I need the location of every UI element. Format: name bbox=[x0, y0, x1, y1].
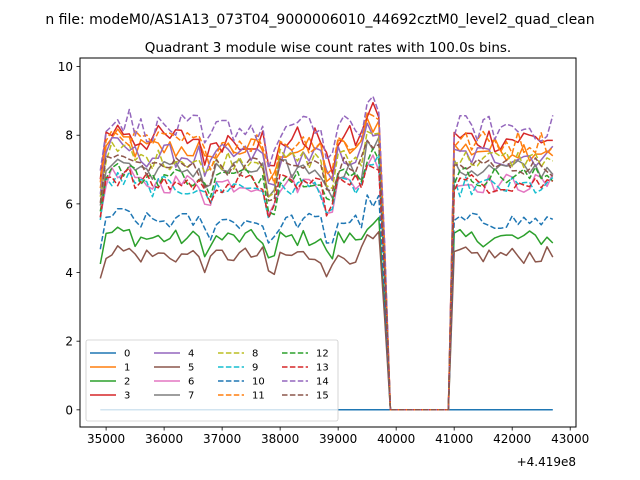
x-tick-label: 40000 bbox=[377, 432, 415, 446]
series-line-12 bbox=[99, 147, 554, 411]
series-line-3 bbox=[99, 101, 553, 411]
legend-label-12: 12 bbox=[316, 349, 329, 360]
chart-title: Quadrant 3 module wise count rates with … bbox=[145, 40, 511, 56]
y-tick-label: 0 bbox=[65, 403, 73, 417]
x-axis-offset-label: +4.419e8 bbox=[517, 455, 576, 469]
plot-area: 35000 36000 37000 38000 39000 40000 41000 42000… bbox=[58, 57, 589, 446]
series-line-4 bbox=[99, 122, 554, 411]
legend-label-8: 8 bbox=[252, 349, 258, 360]
axes-frame bbox=[79, 57, 577, 428]
legend-label-1: 1 bbox=[124, 363, 130, 374]
legend-label-0: 0 bbox=[124, 349, 130, 360]
y-tick-label: 2 bbox=[65, 335, 73, 349]
series-line-14 bbox=[99, 95, 554, 411]
legend-label-6: 6 bbox=[188, 377, 194, 388]
legend-label-2: 2 bbox=[124, 377, 130, 388]
series-line-2 bbox=[99, 216, 554, 411]
series-line-15 bbox=[99, 139, 554, 411]
x-tick-label: 37000 bbox=[203, 432, 241, 446]
legend-label-9: 9 bbox=[252, 363, 258, 374]
legend-label-3: 3 bbox=[124, 391, 130, 402]
legend-label-14: 14 bbox=[316, 377, 329, 388]
x-tick-label: 42000 bbox=[493, 432, 531, 446]
series-line-5 bbox=[99, 230, 554, 411]
legend-label-15: 15 bbox=[316, 391, 329, 402]
legend-label-4: 4 bbox=[188, 349, 194, 360]
legend-label-5: 5 bbox=[188, 363, 194, 374]
x-tick-label: 43000 bbox=[551, 432, 589, 446]
series-line-8 bbox=[99, 130, 554, 411]
series-line-10 bbox=[99, 194, 554, 411]
series-line-1 bbox=[99, 117, 554, 411]
legend-label-11: 11 bbox=[252, 391, 265, 402]
y-tick-label: 4 bbox=[65, 266, 73, 280]
x-tick-label: 35000 bbox=[87, 432, 125, 446]
legend-label-10: 10 bbox=[252, 377, 265, 388]
y-tick-label: 8 bbox=[65, 129, 73, 143]
legend-box bbox=[85, 339, 339, 422]
y-tick-label: 6 bbox=[65, 197, 73, 211]
legend-label-13: 13 bbox=[316, 363, 329, 374]
legend-label-7: 7 bbox=[188, 391, 194, 402]
series-line-13 bbox=[99, 164, 553, 411]
x-tick-label: 41000 bbox=[435, 432, 473, 446]
figure-suptitle: n file: modeM0/AS1A13_073T04_9000006010_… bbox=[45, 12, 594, 28]
x-tick-label: 36000 bbox=[145, 432, 183, 446]
x-tick-label: 38000 bbox=[261, 432, 299, 446]
y-tick-label: 10 bbox=[58, 60, 73, 74]
x-tick-label: 39000 bbox=[319, 432, 357, 446]
